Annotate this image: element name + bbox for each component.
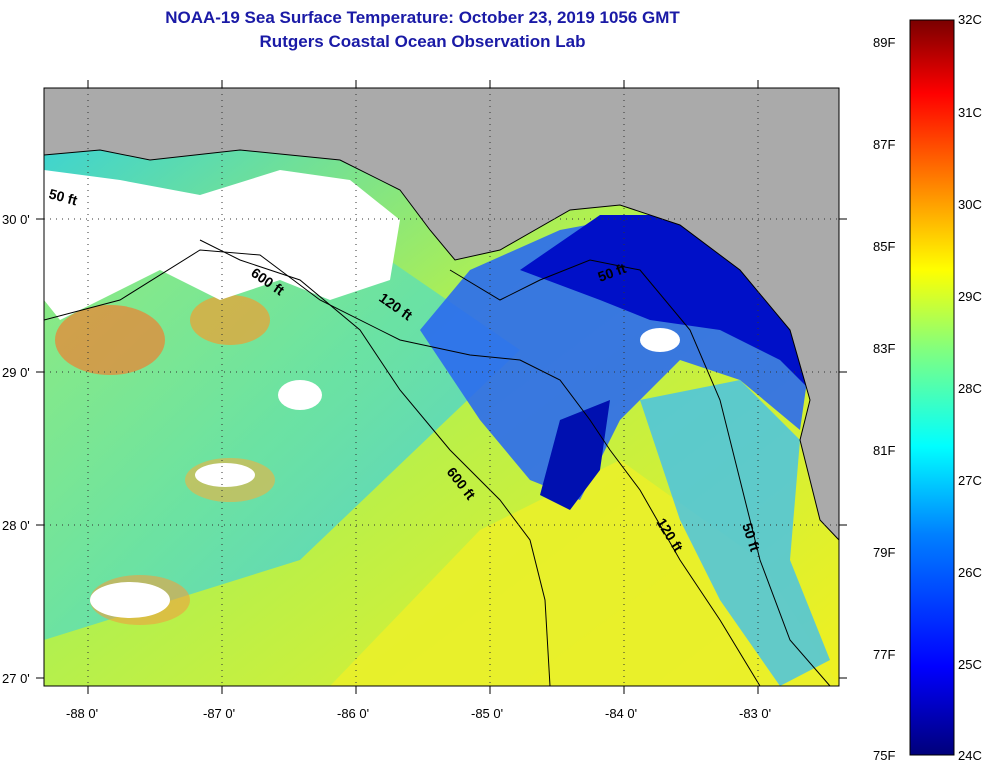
colorbar-c-label: 25C (958, 657, 982, 672)
colorbar-f-label: 79F (873, 545, 896, 560)
cloud-mask (195, 463, 255, 487)
colorbar-f-label: 89F (873, 35, 896, 50)
colorbar-c-label: 29C (958, 289, 982, 304)
lon-label: -88 0' (66, 706, 98, 721)
cloud-mask (90, 582, 170, 618)
map-subtitle: Rutgers Coastal Ocean Observation Lab (259, 32, 586, 51)
lon-label: -87 0' (203, 706, 235, 721)
lat-label: 30 0' (2, 212, 30, 227)
cloud-mask (640, 328, 680, 352)
contour-label-50-west: 50 ft (47, 185, 79, 208)
graticule (44, 88, 839, 686)
coastal-strip (640, 380, 830, 686)
lon-label: -86 0' (337, 706, 369, 721)
colorbar-f-label: 75F (873, 748, 896, 763)
colorbar-f-label: 77F (873, 647, 896, 662)
colorbar-f-label: 87F (873, 137, 896, 152)
tick-marks (36, 80, 847, 694)
coastline (44, 149, 839, 541)
map-frame (43, 87, 840, 687)
warm-patch (190, 295, 270, 345)
warm-patch (55, 305, 165, 375)
land-mass (44, 88, 839, 540)
colorbar-f-label: 85F (873, 239, 896, 254)
lon-label: -83 0' (739, 706, 771, 721)
contour-50-line (449, 259, 831, 686)
lat-label: 29 0' (2, 365, 30, 380)
lon-label: -85 0' (471, 706, 503, 721)
colorbar (909, 19, 955, 756)
sea-south-warm (330, 460, 839, 686)
lat-label: 28 0' (2, 518, 30, 533)
colorbar-c-label: 32C (958, 12, 982, 27)
cloud-mask (278, 380, 322, 410)
sea-west-band (44, 200, 520, 640)
colorbar-f-label: 81F (873, 443, 896, 458)
colorbar-c-label: 31C (958, 105, 982, 120)
colorbar-c-label: 28C (958, 381, 982, 396)
colorbar-c-label: 27C (958, 473, 982, 488)
colorbar-c-label: 24C (958, 748, 982, 763)
lat-label: 27 0' (2, 671, 30, 686)
colorbar-c-label: 26C (958, 565, 982, 580)
lon-label: -84 0' (605, 706, 637, 721)
map-title: NOAA-19 Sea Surface Temperature: October… (165, 8, 680, 27)
shelf-cold-filament (540, 400, 610, 510)
contour-600-line (199, 239, 551, 686)
colorbar-c-label: 30C (958, 197, 982, 212)
colorbar-f-label: 83F (873, 341, 896, 356)
contour-120-line (44, 249, 761, 686)
